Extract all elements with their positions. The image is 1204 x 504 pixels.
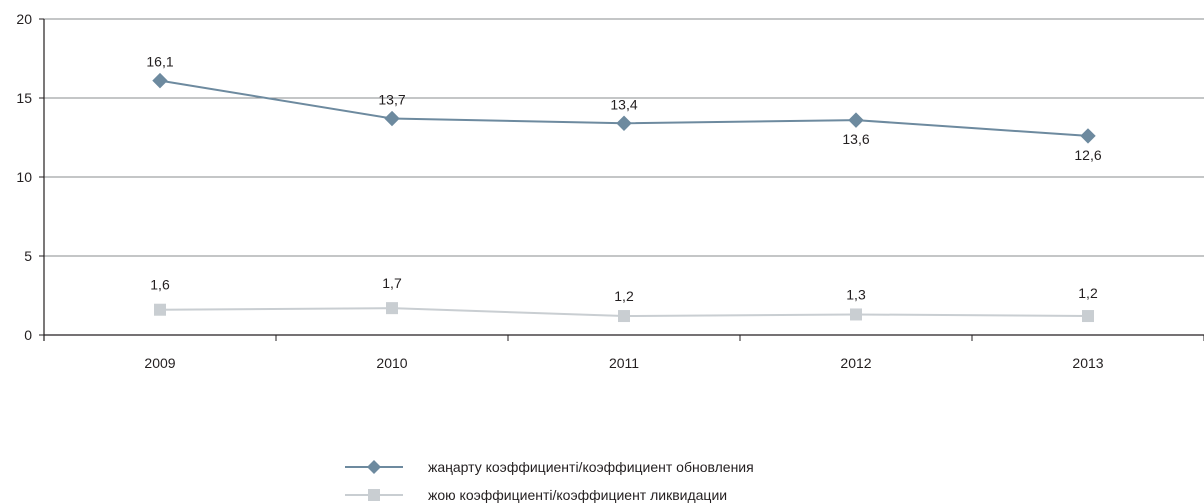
y-tick-label: 10 xyxy=(16,169,32,185)
data-label: 1,7 xyxy=(382,275,402,291)
data-label: 1,2 xyxy=(614,288,634,304)
data-point xyxy=(618,310,630,323)
data-label: 16,1 xyxy=(146,54,173,70)
data-point xyxy=(152,72,168,89)
legend-label: жою коэффициенті/коэффициент ликвидации xyxy=(428,487,727,503)
x-tick-label: 2013 xyxy=(1072,355,1103,371)
data-point xyxy=(616,115,632,131)
x-tick-label: 2009 xyxy=(144,355,175,371)
data-point xyxy=(848,112,864,128)
data-label: 1,6 xyxy=(150,277,170,293)
y-tick-label: 0 xyxy=(24,327,32,343)
gridlines xyxy=(44,18,1204,257)
data-point xyxy=(1080,128,1096,144)
data-label: 1,2 xyxy=(1078,285,1098,301)
legend: жаңарту коэффициенті/коэффициент обновле… xyxy=(345,459,754,503)
legend-label: жаңарту коэффициенті/коэффициент обновле… xyxy=(428,459,754,475)
series-layer: 16,1 13,7 13,4 13,6 12,6 1,6 1,7 1,2 1,3 1,2 xyxy=(146,54,1102,323)
y-tick-label: 5 xyxy=(24,248,32,264)
y-tick-label: 15 xyxy=(16,90,32,106)
data-point xyxy=(386,302,398,315)
legend-item-1: жаңарту коэффициенті/коэффициент обновле… xyxy=(345,459,754,475)
legend-item-2: жою коэффициенті/коэффициент ликвидации xyxy=(345,487,727,503)
series-2: 1,6 1,7 1,2 1,3 1,2 xyxy=(150,275,1098,323)
data-point xyxy=(1082,310,1094,323)
data-label: 13,4 xyxy=(610,96,637,112)
data-point xyxy=(850,308,862,321)
series-1: 16,1 13,7 13,4 13,6 12,6 xyxy=(146,54,1101,163)
x-axis: 2009 2010 2011 2012 2013 xyxy=(43,334,1204,371)
data-label: 12,6 xyxy=(1074,147,1101,163)
data-label: 13,6 xyxy=(842,131,869,147)
x-tick-label: 2011 xyxy=(609,355,639,371)
y-tick-label: 20 xyxy=(16,11,32,27)
legend-marker xyxy=(367,460,381,474)
data-point xyxy=(384,110,400,127)
x-tick-label: 2012 xyxy=(840,355,871,371)
legend-marker xyxy=(368,489,380,501)
data-point xyxy=(154,303,166,316)
data-label: 1,3 xyxy=(846,286,866,302)
x-tick-label: 2010 xyxy=(376,355,407,371)
data-label: 13,7 xyxy=(378,92,405,108)
y-axis: 0 5 10 15 20 xyxy=(16,11,45,343)
